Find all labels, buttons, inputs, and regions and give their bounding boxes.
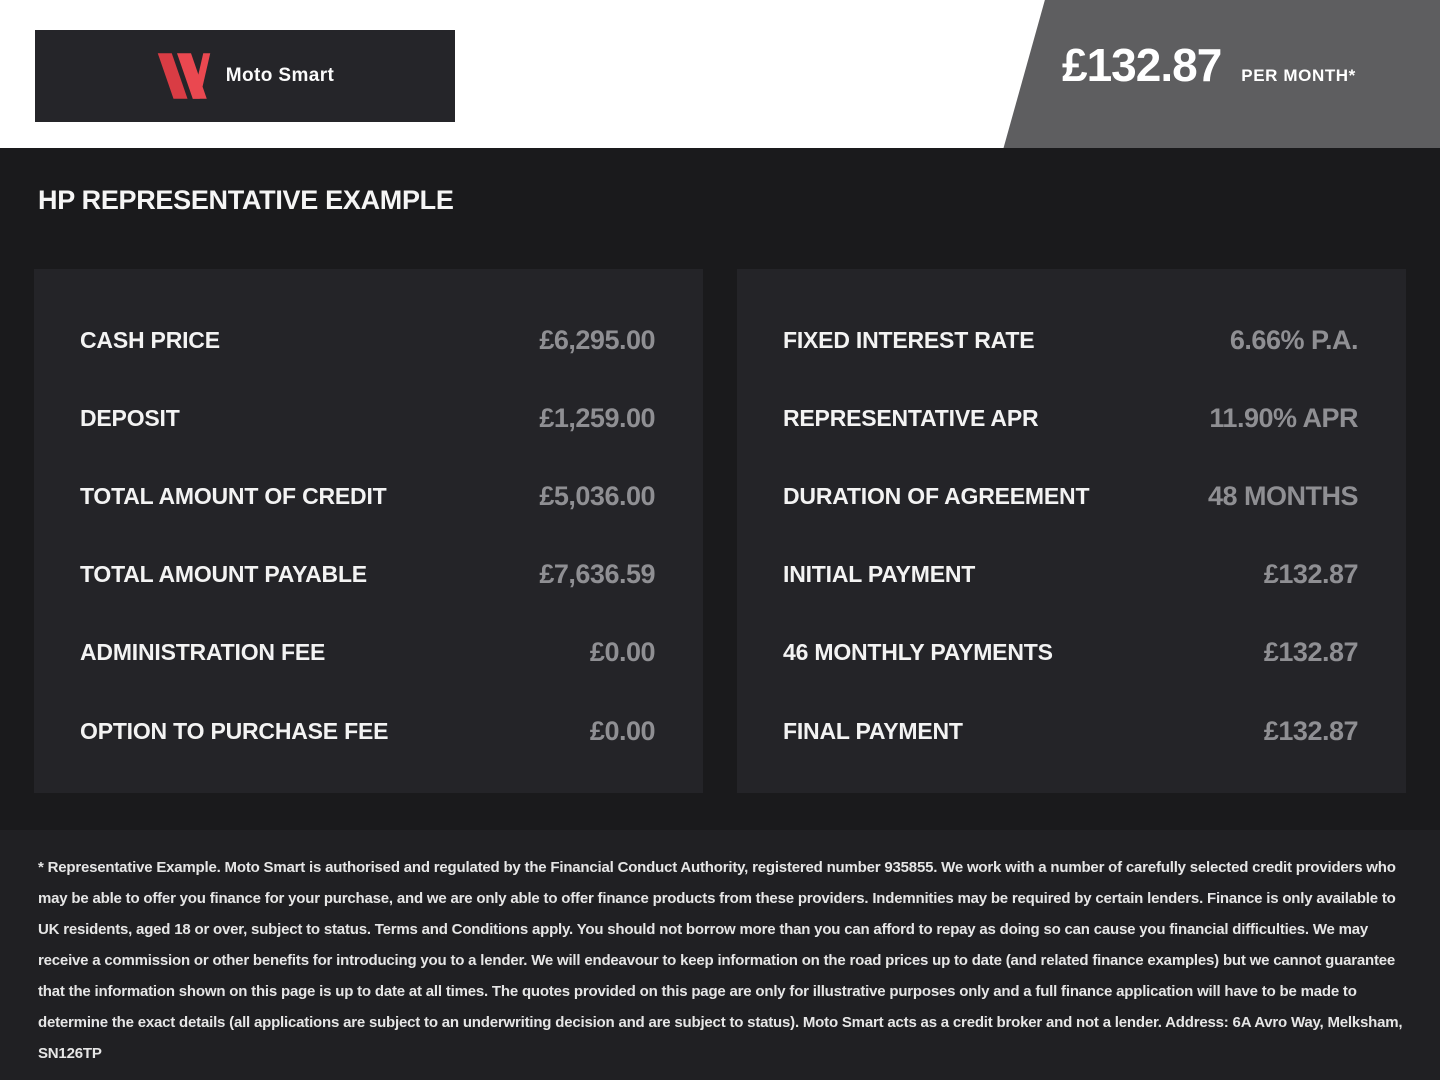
row-total-amount-payable: TOTAL AMOUNT PAYABLE £7,636.59 [80, 559, 655, 590]
row-initial-payment: INITIAL PAYMENT £132.87 [783, 559, 1359, 590]
disclaimer-text: * Representative Example. Moto Smart is … [38, 859, 1403, 1062]
finance-label: FINAL PAYMENT [783, 717, 963, 744]
price-banner: £132.87 PER MONTH* [1003, 0, 1440, 148]
finance-label: ADMINISTRATION FEE [80, 639, 326, 666]
monthly-price: £132.87 [1062, 39, 1222, 91]
finance-details-panel-right: FIXED INTEREST RATE 6.66% P.A. REPRESENT… [737, 268, 1406, 793]
finance-label: INITIAL PAYMENT [783, 561, 976, 588]
disclaimer-section: * Representative Example. Moto Smart is … [0, 830, 1440, 1080]
row-total-amount-of-credit: TOTAL AMOUNT OF CREDIT £5,036.00 [80, 481, 655, 512]
finance-label: DURATION OF AGREEMENT [783, 483, 1090, 510]
finance-value: 11.90% APR [1209, 402, 1358, 433]
moto-smart-m-icon [156, 48, 212, 104]
finance-label: CASH PRICE [80, 326, 220, 353]
finance-value: £7,636.59 [539, 559, 655, 590]
row-representative-apr: REPRESENTATIVE APR 11.90% APR [783, 403, 1358, 434]
section-title: HP REPRESENTATIVE EXAMPLE [38, 185, 454, 215]
row-monthly-payments: 46 MONTHLY PAYMENTS £132.87 [783, 637, 1359, 668]
finance-label: FIXED INTEREST RATE [783, 326, 1035, 353]
header: Moto Smart £132.87 PER MONTH* [0, 0, 1440, 148]
finance-value: £5,036.00 [539, 481, 655, 512]
price-period-label: PER MONTH* [1241, 66, 1356, 85]
row-cash-price: CASH PRICE £6,295.00 [80, 325, 655, 356]
finance-label: TOTAL AMOUNT OF CREDIT [80, 483, 387, 510]
finance-value: 48 MONTHS [1207, 481, 1359, 512]
finance-value: £1,259.00 [539, 402, 655, 433]
row-duration-of-agreement: DURATION OF AGREEMENT 48 MONTHS [783, 481, 1359, 512]
finance-example-section: HP REPRESENTATIVE EXAMPLE CASH PRICE £6,… [0, 148, 1440, 830]
finance-panels: CASH PRICE £6,295.00 DEPOSIT £1,259.00 T… [34, 268, 1406, 793]
brand-name: Moto Smart [225, 65, 335, 86]
row-option-to-purchase-fee: OPTION TO PURCHASE FEE £0.00 [80, 715, 656, 747]
finance-value: £0.00 [589, 715, 656, 746]
finance-label: OPTION TO PURCHASE FEE [80, 717, 389, 744]
finance-value: £0.00 [589, 637, 656, 668]
finance-value: 6.66% P.A. [1229, 324, 1359, 355]
row-fixed-interest-rate: FIXED INTEREST RATE 6.66% P.A. [783, 324, 1359, 356]
finance-value: £132.87 [1263, 637, 1359, 668]
finance-value: £6,295.00 [539, 324, 655, 355]
row-final-payment: FINAL PAYMENT £132.87 [783, 715, 1359, 747]
row-deposit: DEPOSIT £1,259.00 [80, 403, 655, 434]
finance-value: £132.87 [1263, 715, 1359, 746]
finance-label: 46 MONTHLY PAYMENTS [783, 639, 1053, 666]
finance-label: REPRESENTATIVE APR [783, 404, 1039, 431]
finance-details-panel-left: CASH PRICE £6,295.00 DEPOSIT £1,259.00 T… [34, 268, 703, 793]
finance-label: DEPOSIT [80, 404, 180, 431]
price-banner-content: £132.87 PER MONTH* [1004, 0, 1440, 91]
finance-value: £132.87 [1263, 559, 1359, 590]
moto-smart-logo[interactable]: Moto Smart [35, 30, 455, 122]
row-administration-fee: ADMINISTRATION FEE £0.00 [80, 637, 656, 668]
finance-label: TOTAL AMOUNT PAYABLE [80, 561, 367, 588]
